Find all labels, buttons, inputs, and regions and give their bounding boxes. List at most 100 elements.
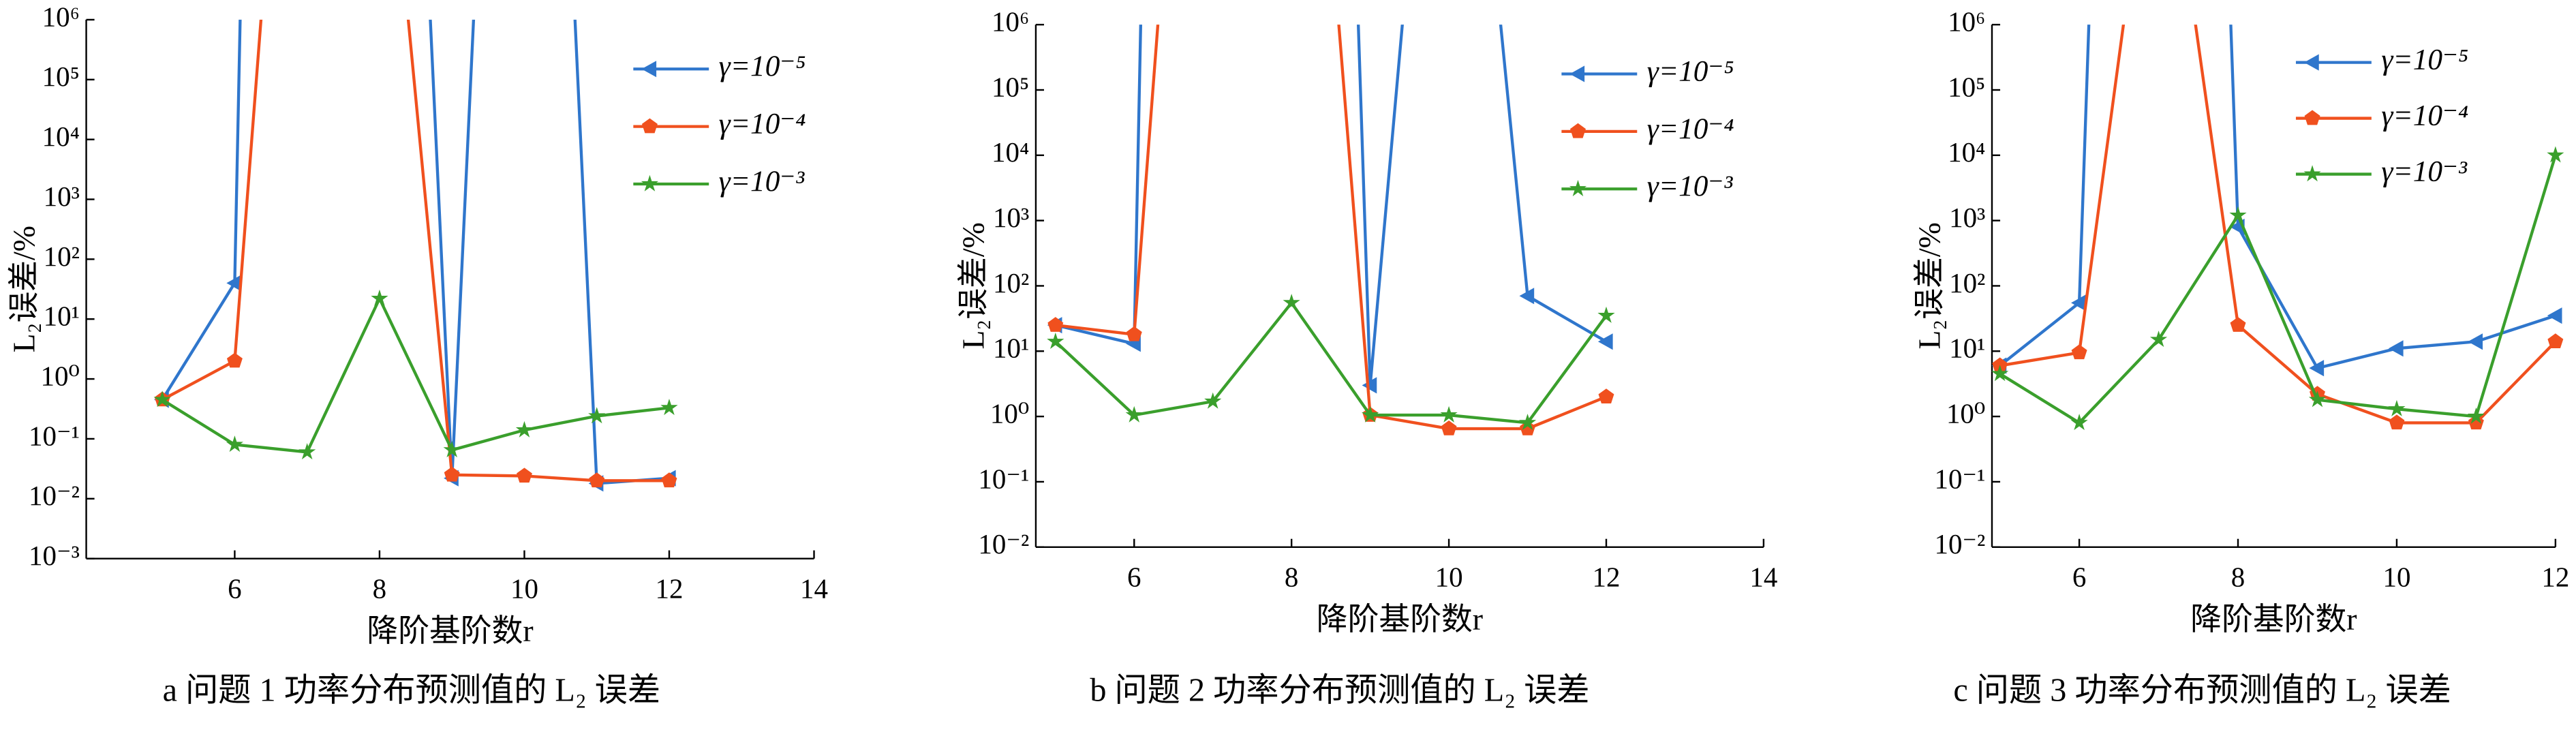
legend-label: γ=10⁻⁴: [719, 108, 806, 140]
data-point: [660, 399, 678, 416]
y-tick-label: 10³: [1949, 202, 1985, 233]
data-point: [1362, 377, 1377, 394]
y-tick-label: 10³: [44, 181, 80, 212]
x-tick-label: 6: [1127, 561, 1141, 592]
data-point: [1047, 317, 1064, 332]
data-point: [2388, 399, 2406, 416]
data-point: [2149, 331, 2168, 348]
y-tick-label: 10⁶: [992, 6, 1029, 37]
y-tick-label: 10⁶: [1948, 6, 1985, 37]
y-tick-label: 10⁻²: [978, 528, 1029, 559]
y-tick-label: 10⁻¹: [978, 463, 1029, 494]
caption: b 问题 2 功率分布预测值的 L₂ 误差: [1090, 672, 1589, 708]
legend-marker: [1569, 179, 1587, 196]
legend-label: γ=10⁻³: [719, 165, 806, 198]
legend-marker: [1570, 123, 1586, 138]
y-tick-label: 10⁰: [990, 398, 1029, 429]
caption: a 问题 1 功率分布预测值的 L₂ 误差: [163, 672, 660, 708]
y-tick-label: 10²: [993, 267, 1029, 298]
y-tick-label: 10⁻¹: [1934, 463, 1985, 494]
x-axis-label: 降阶基阶数r: [367, 613, 533, 648]
data-point: [1440, 405, 1458, 423]
x-tick-label: 10: [2382, 561, 2410, 592]
y-tick-label: 10³: [993, 202, 1029, 233]
data-point: [515, 420, 534, 438]
y-tick-label: 10²: [44, 241, 80, 272]
x-tick-label: 14: [1749, 561, 1777, 592]
x-tick-label: 14: [800, 572, 828, 604]
data-point: [444, 466, 460, 482]
legend-label: γ=10⁻⁵: [1647, 55, 1734, 87]
data-point: [1047, 333, 1064, 350]
legend-marker: [641, 61, 657, 78]
data-point: [443, 441, 461, 458]
x-tick-label: 12: [1593, 561, 1621, 592]
series-line: [1055, 25, 1608, 386]
x-tick-label: 10: [510, 572, 538, 604]
legend-marker: [1569, 65, 1585, 82]
series-line: [1054, 300, 1608, 425]
series-line: [162, 19, 669, 482]
series-line: [161, 19, 670, 485]
data-point: [1598, 388, 1614, 404]
x-tick-label: 12: [2541, 561, 2569, 592]
y-tick-label: 10⁴: [1948, 136, 1985, 168]
y-axis-label: L₂误差/%: [6, 226, 41, 352]
x-tick-label: 8: [2231, 561, 2245, 592]
x-tick-label: 10: [1435, 561, 1463, 592]
y-tick-label: 10⁵: [992, 71, 1029, 102]
data-point: [1125, 405, 1143, 423]
data-point: [2308, 390, 2327, 408]
subplot: 10⁻² 10⁻¹ 10⁰ 10¹ 10² 10³ 10⁴ 10⁵ 10⁶ 6 8 10 12 降阶基阶数…: [1912, 6, 2570, 709]
data-point: [2388, 340, 2404, 357]
x-axis-label: 降阶基阶数r: [2190, 602, 2357, 637]
data-point: [1520, 420, 1536, 435]
y-tick-label: 10⁴: [992, 136, 1029, 168]
legend-marker: [2304, 110, 2320, 125]
data-point: [226, 352, 243, 368]
y-tick-label: 10⁻²: [1934, 528, 1985, 559]
data-point: [298, 443, 316, 460]
data-point: [589, 472, 605, 488]
y-tick-label: 10⁰: [1946, 398, 1985, 429]
data-point: [2467, 407, 2485, 424]
data-point: [2389, 414, 2405, 430]
plot-area: [1047, 25, 1615, 435]
x-tick-label: 6: [228, 572, 241, 604]
plot-area: [153, 19, 678, 492]
series-line: [1999, 25, 2557, 425]
y-tick-label: 10¹: [44, 301, 80, 332]
caption: c 问题 3 功率分布预测值的 L₂ 误差: [1953, 672, 2451, 708]
data-point: [2229, 206, 2247, 223]
data-point: [2547, 146, 2564, 163]
legend-label: γ=10⁻⁴: [1647, 112, 1734, 145]
x-tick-label: 8: [1285, 561, 1298, 592]
data-point: [2547, 307, 2562, 324]
y-tick-label: 10⁵: [1948, 71, 1985, 102]
data-point: [1441, 420, 1457, 435]
y-tick-label: 10⁻²: [29, 480, 80, 511]
data-point: [588, 407, 606, 424]
data-point: [1597, 306, 1615, 323]
data-point: [226, 435, 244, 453]
y-tick-label: 10²: [1949, 267, 1985, 298]
legend-label: γ=10⁻⁵: [719, 50, 806, 82]
x-tick-label: 8: [373, 572, 386, 604]
plot-area: [1991, 25, 2564, 431]
series-line: [1999, 25, 2556, 370]
data-point: [2468, 333, 2483, 350]
data-point: [1283, 294, 1300, 311]
x-tick-label: 12: [655, 572, 683, 604]
data-point: [226, 275, 242, 292]
y-tick-label: 10¹: [1949, 333, 1985, 364]
data-point: [371, 289, 388, 306]
legend-label: γ=10⁻⁴: [2381, 99, 2468, 132]
data-point: [1204, 392, 1222, 409]
y-tick-label: 10⁻¹: [29, 420, 80, 451]
legend-marker: [2303, 165, 2321, 182]
data-point: [1519, 288, 1535, 305]
data-point: [1126, 326, 1142, 341]
data-point: [2071, 344, 2087, 360]
